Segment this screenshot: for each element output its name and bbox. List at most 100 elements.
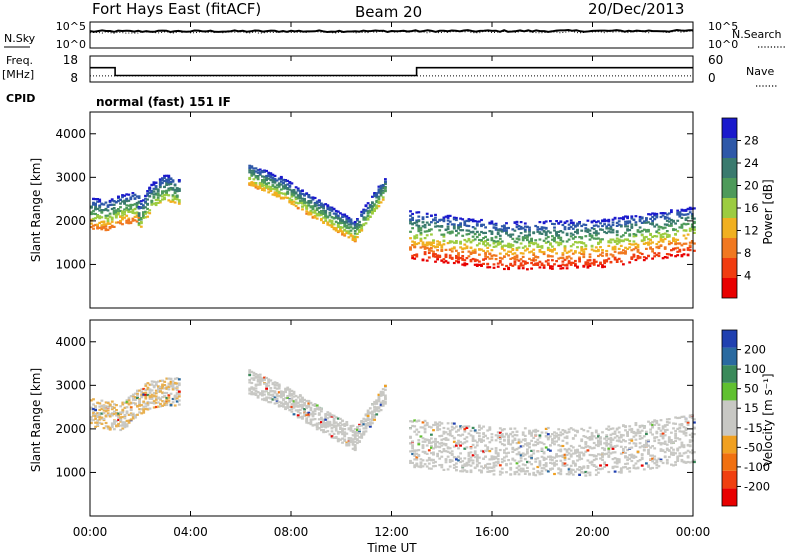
data-cell <box>324 211 327 213</box>
data-cell <box>463 222 466 224</box>
data-cell <box>310 421 313 423</box>
data-cell <box>301 208 304 210</box>
data-cell <box>307 400 310 402</box>
data-cell <box>371 422 374 424</box>
data-cell <box>149 391 152 393</box>
data-cell <box>595 466 598 468</box>
data-cell <box>499 473 502 475</box>
data-cell <box>455 426 458 428</box>
data-cell <box>144 385 147 387</box>
data-cell <box>115 409 118 411</box>
data-cell <box>255 387 258 389</box>
data-cell <box>259 382 262 384</box>
freq-label: Freq. <box>6 54 33 67</box>
data-cell <box>655 461 658 463</box>
data-cell <box>497 452 500 454</box>
data-cell <box>422 465 425 467</box>
data-cell <box>384 190 387 192</box>
data-cell <box>649 233 652 235</box>
data-cell <box>551 459 554 461</box>
data-cell <box>664 451 667 453</box>
data-cell <box>553 223 556 225</box>
data-cell <box>566 464 569 466</box>
data-cell <box>117 212 120 214</box>
data-cell <box>491 237 494 239</box>
data-cell <box>426 444 429 446</box>
data-cell <box>582 242 585 244</box>
data-cell <box>545 462 548 464</box>
data-cell <box>432 459 435 461</box>
data-cell <box>367 202 370 204</box>
data-cell <box>639 442 642 444</box>
data-cell <box>536 430 539 432</box>
data-cell <box>520 221 523 223</box>
data-cell <box>360 229 363 231</box>
data-cell <box>109 404 112 406</box>
data-cell <box>528 231 531 233</box>
data-cell <box>534 461 537 463</box>
data-cell <box>507 441 510 443</box>
data-cell <box>532 472 535 474</box>
data-cell <box>564 250 567 252</box>
data-cell <box>440 466 443 468</box>
data-cell <box>676 460 679 462</box>
data-cell <box>172 401 175 403</box>
data-cell <box>453 423 456 425</box>
data-cell <box>689 249 692 251</box>
data-cell <box>584 248 587 250</box>
data-cell <box>503 444 506 446</box>
data-cell <box>622 234 625 236</box>
data-cell <box>314 418 317 420</box>
data-cell <box>518 247 521 249</box>
data-cell <box>98 207 101 209</box>
data-cell <box>168 400 171 402</box>
data-cell <box>459 452 462 454</box>
data-cell <box>453 223 456 225</box>
data-cell <box>532 437 535 439</box>
data-cell <box>620 436 623 438</box>
data-cell <box>455 466 458 468</box>
data-cell <box>501 472 504 474</box>
data-cell <box>591 432 594 434</box>
data-cell <box>566 234 569 236</box>
data-cell <box>641 430 644 432</box>
data-cell <box>121 409 124 411</box>
data-cell <box>476 465 479 467</box>
data-cell <box>685 219 688 221</box>
data-cell <box>509 428 512 430</box>
data-cell <box>553 473 556 475</box>
data-cell <box>635 445 638 447</box>
data-cell <box>476 236 479 238</box>
data-cell <box>375 413 378 415</box>
data-cell <box>576 449 579 451</box>
data-cell <box>543 267 546 269</box>
data-cell <box>532 452 535 454</box>
data-cell <box>322 207 325 209</box>
data-cell <box>572 437 575 439</box>
data-cell <box>436 249 439 251</box>
data-cell <box>430 228 433 230</box>
data-cell <box>630 447 633 449</box>
data-cell <box>495 464 498 466</box>
data-cell <box>420 232 423 234</box>
data-cell <box>457 447 460 449</box>
data-cell <box>127 194 130 196</box>
data-cell <box>484 236 487 238</box>
data-cell <box>572 243 575 245</box>
data-cell <box>499 238 502 240</box>
data-cell <box>584 235 587 237</box>
data-cell <box>117 208 120 210</box>
data-cell <box>520 441 523 443</box>
data-cell <box>174 404 177 406</box>
data-cell <box>614 451 617 453</box>
data-cell <box>314 413 317 415</box>
data-cell <box>470 471 473 473</box>
data-cell <box>599 443 602 445</box>
data-cell <box>633 465 636 467</box>
data-cell <box>566 267 569 269</box>
data-cell <box>445 431 448 433</box>
data-cell <box>299 412 302 414</box>
data-cell <box>128 421 131 423</box>
data-cell <box>568 239 571 241</box>
data-cell <box>278 387 281 389</box>
